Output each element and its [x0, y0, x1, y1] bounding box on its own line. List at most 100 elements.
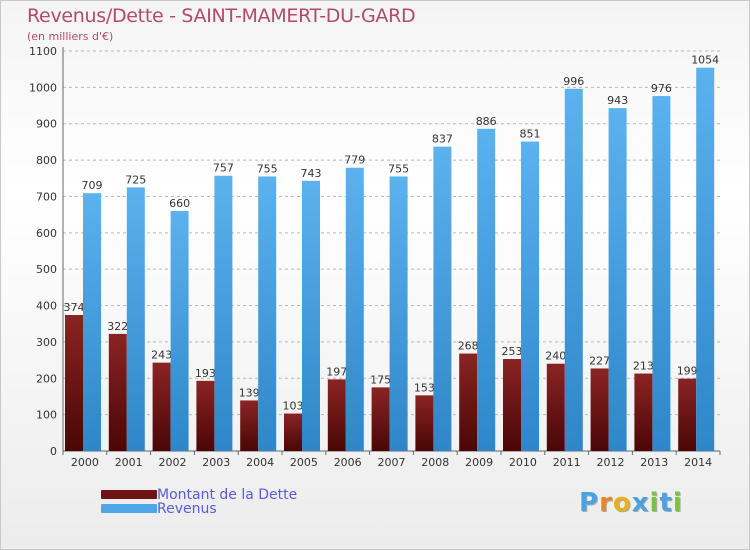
data-label: 886 [476, 115, 497, 128]
x-tick-label: 2000 [71, 456, 99, 469]
x-tick-label: 2008 [421, 456, 449, 469]
bar-revenus [302, 180, 320, 451]
bar-dette [196, 380, 215, 451]
proxiti-logo: Proxiti [579, 488, 683, 518]
x-tick-label: 2004 [246, 456, 274, 469]
bar-revenus [83, 193, 101, 451]
y-tick-label: 300 [36, 336, 57, 349]
y-tick-label: 100 [36, 409, 57, 422]
x-tick-label: 2012 [597, 456, 625, 469]
y-tick-label: 700 [36, 190, 57, 203]
x-tick-label: 2002 [159, 456, 187, 469]
data-label: 193 [195, 367, 216, 380]
bar-revenus [258, 176, 277, 452]
data-label: 175 [370, 373, 391, 386]
data-label: 1054 [691, 54, 719, 67]
x-tick-label: 2007 [378, 456, 406, 469]
bar-dette [459, 353, 478, 451]
bar-revenus [389, 176, 408, 452]
bar-dette [634, 373, 653, 451]
legend-swatch-dette [101, 490, 157, 499]
data-label: 243 [151, 349, 172, 362]
bar-revenus [214, 175, 233, 451]
logo-letter: x [631, 488, 650, 518]
data-label: 139 [239, 386, 260, 399]
bar-dette [415, 395, 434, 451]
y-tick-label: 200 [36, 372, 57, 385]
logo-letter: P [579, 488, 600, 518]
bar-dette [371, 387, 390, 451]
chart-title: Revenus/Dette - SAINT-MAMERT-DU-GARD [27, 5, 416, 27]
bar-revenus [696, 67, 715, 452]
data-label: 837 [432, 133, 453, 146]
bar-dette [284, 413, 302, 451]
bar-revenus [477, 128, 496, 451]
y-tick-label: 900 [36, 118, 57, 131]
data-label: 199 [677, 365, 698, 378]
y-tick-label: 1000 [29, 81, 57, 94]
data-label: 227 [589, 354, 610, 367]
x-tick-label: 2006 [334, 456, 362, 469]
data-label: 757 [213, 162, 234, 175]
data-label: 240 [545, 350, 566, 363]
data-label: 851 [520, 128, 541, 141]
y-tick-label: 500 [36, 263, 57, 276]
bar-dette [327, 379, 346, 451]
bar-revenus [521, 141, 539, 451]
data-label: 943 [607, 94, 628, 107]
data-label: 213 [633, 360, 654, 373]
data-label: 253 [502, 345, 523, 358]
x-tick-label: 2001 [115, 456, 143, 469]
y-tick-label: 400 [36, 300, 57, 313]
x-tick-label: 2013 [640, 456, 668, 469]
data-label: 322 [107, 320, 128, 333]
bar-dette [152, 362, 171, 451]
bar-revenus [433, 146, 452, 452]
data-label: 755 [257, 162, 278, 175]
y-tick-label: 1100 [29, 45, 57, 58]
data-label: 197 [326, 365, 347, 378]
bar-dette [503, 359, 521, 451]
bar-revenus [564, 88, 583, 452]
data-label: 779 [344, 154, 365, 167]
data-label: 153 [414, 381, 435, 394]
y-tick-label: 0 [50, 445, 57, 458]
bar-dette [546, 363, 565, 451]
data-label: 709 [82, 179, 103, 192]
data-label: 268 [458, 340, 479, 353]
data-label: 103 [283, 400, 304, 413]
data-label: 996 [563, 75, 584, 88]
x-tick-label: 2011 [553, 456, 581, 469]
y-tick-label: 600 [36, 227, 57, 240]
bar-dette [240, 400, 259, 451]
legend-label-dette: Montant de la Dette [157, 487, 298, 503]
logo-letter: i [672, 488, 683, 518]
logo-letter: r [599, 488, 613, 518]
data-label: 660 [169, 197, 190, 210]
x-tick-label: 2010 [509, 456, 537, 469]
data-label: 755 [388, 162, 409, 175]
bar-dette [590, 368, 609, 451]
logo-letter: t [659, 488, 673, 518]
legend-label-revenus: Revenus [157, 501, 217, 517]
x-tick-label: 2005 [290, 456, 318, 469]
data-label: 725 [125, 173, 146, 186]
data-label: 374 [64, 301, 85, 314]
logo-letter: i [649, 488, 660, 518]
x-tick-label: 2009 [465, 456, 493, 469]
x-tick-label: 2003 [202, 456, 230, 469]
y-tick-label: 800 [36, 154, 57, 167]
chart-subtitle: (en milliers d'€) [27, 30, 114, 43]
data-label: 743 [301, 167, 322, 180]
bar-revenus [608, 108, 627, 451]
bar-dette [678, 378, 697, 451]
data-label: 976 [651, 82, 672, 95]
bar-revenus [652, 96, 671, 451]
bar-revenus [126, 187, 145, 451]
bar-revenus [170, 211, 189, 451]
bar-dette [65, 315, 83, 451]
legend-swatch-revenus [101, 504, 157, 513]
bar-dette [108, 333, 127, 451]
